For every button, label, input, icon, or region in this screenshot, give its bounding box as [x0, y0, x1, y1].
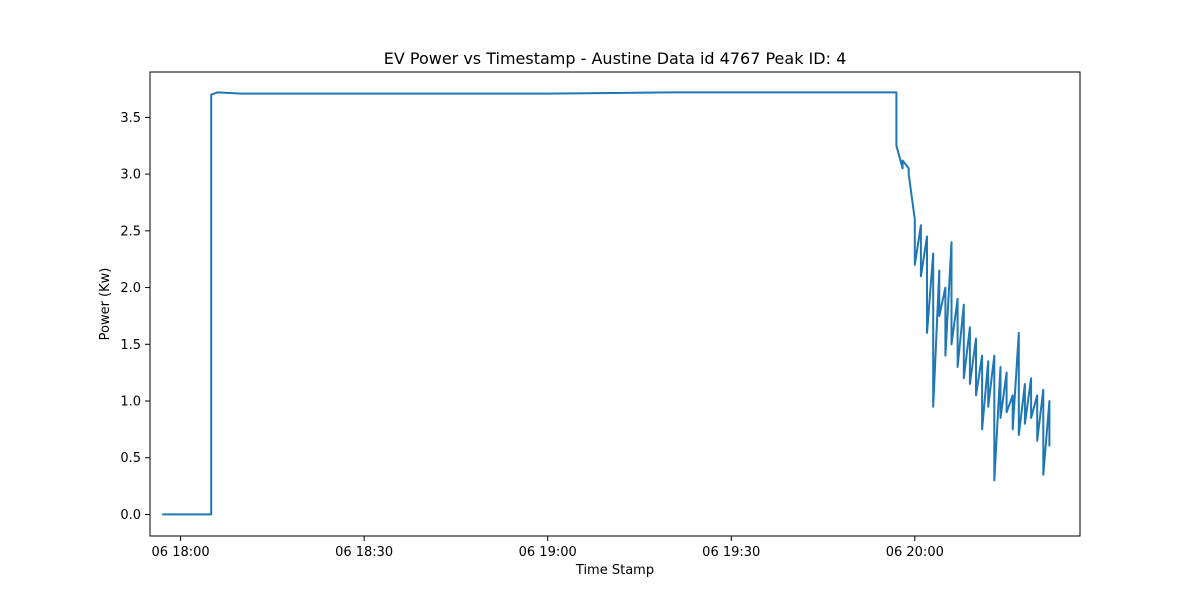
- y-tick-label: 2.0: [120, 281, 141, 296]
- y-tick-label: 3.5: [120, 111, 141, 126]
- y-tick-label: 0.0: [120, 508, 141, 523]
- x-axis-label: Time Stamp: [575, 563, 654, 578]
- x-tick-label: 06 18:00: [152, 545, 210, 560]
- plot-area: [162, 91, 1051, 516]
- series-line: [162, 91, 1051, 516]
- y-axis: 0.0 0.5 1.0 1.5 2.0 2.5 3.0 3.5: [120, 111, 150, 523]
- plot-frame: [149, 71, 1081, 537]
- y-tick-label: 1.0: [120, 394, 141, 409]
- y-tick-label: 3.0: [120, 168, 141, 183]
- x-tick-label: 06 19:00: [519, 545, 577, 560]
- x-axis: 06 18:00 06 18:30 06 19:00 06 19:30 06 20:00: [152, 536, 944, 560]
- y-tick-label: 0.5: [120, 451, 141, 466]
- x-tick-label: 06 18:30: [335, 545, 393, 560]
- x-tick-label: 06 20:00: [886, 545, 944, 560]
- y-tick-label: 1.5: [120, 338, 141, 353]
- y-tick-label: 2.5: [120, 224, 141, 239]
- y-axis-label: Power (Kw): [98, 268, 113, 341]
- x-tick-label: 06 19:30: [702, 545, 760, 560]
- chart-title: EV Power vs Timestamp - Austine Data id …: [384, 49, 847, 68]
